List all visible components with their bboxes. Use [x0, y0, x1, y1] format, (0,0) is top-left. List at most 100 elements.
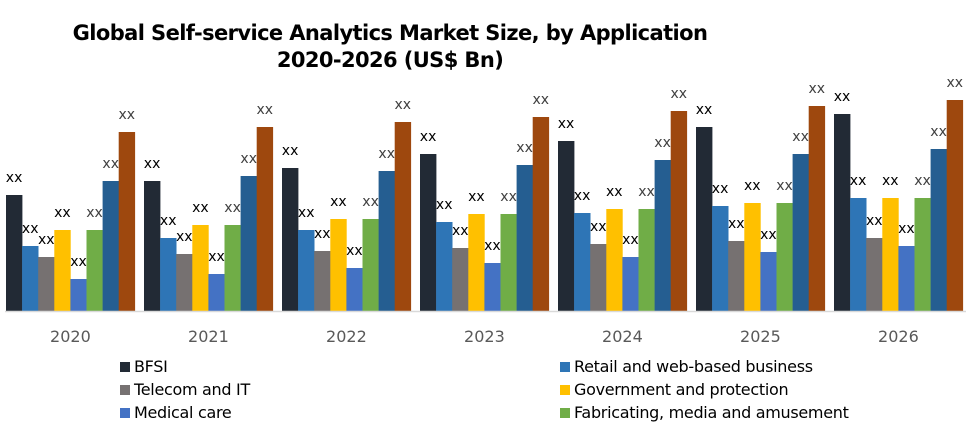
value-label: xx	[930, 124, 947, 140]
value-label: xx	[606, 184, 623, 200]
bars-layer	[6, 100, 964, 311]
legend-label: Government and protection	[574, 380, 789, 399]
legend-swatch	[560, 361, 570, 372]
bar-2025-fabricating-media-and-amusement	[776, 203, 793, 311]
bar-2025-bfsi	[696, 127, 713, 311]
value-label: xx	[436, 197, 453, 213]
bar-2020-fabricating-media-and-amusement	[86, 230, 103, 311]
legend-swatch	[120, 384, 130, 395]
bar-2024-retail-and-web-based-business	[574, 213, 591, 311]
value-label: xx	[792, 129, 809, 145]
x-tick-label: 2024	[602, 327, 643, 346]
bar-2023-government-and-protection	[468, 214, 485, 311]
value-label: xx	[452, 223, 469, 239]
bar-2022-retail-and-web-based-business	[298, 230, 315, 311]
value-label: xx	[947, 75, 964, 91]
bar-2021-bfsi	[144, 181, 161, 311]
value-label: xx	[533, 92, 550, 108]
bar-2024-government-and-protection	[606, 209, 623, 311]
value-label: xx	[54, 205, 71, 221]
value-label: xx	[728, 216, 745, 232]
bar-2025-series-7	[792, 154, 809, 311]
bar-2025-government-and-protection	[744, 203, 761, 311]
value-label: xx	[119, 107, 136, 123]
value-label: xx	[671, 86, 688, 102]
bar-2022-fabricating-media-and-amusement	[362, 219, 379, 311]
bar-chart: xxxxxxxxxxxxxxxxxxxxxxxxxxxxxxxxxxxxxxxx…	[5, 75, 966, 346]
value-label: xx	[590, 219, 607, 235]
x-tick-label: 2026	[878, 327, 919, 346]
bar-2020-medical-care	[70, 279, 87, 311]
bar-2026-fabricating-media-and-amusement	[914, 198, 931, 311]
value-label: xx	[102, 156, 119, 172]
legend-swatch	[120, 361, 130, 372]
chart-subtitle: 2020-2026 (US$ Bn)	[276, 48, 504, 72]
x-tick-label: 2022	[326, 327, 367, 346]
value-label: xx	[898, 221, 915, 237]
value-label: xx	[776, 178, 793, 194]
value-label: xx	[224, 200, 241, 216]
value-label: xx	[654, 135, 671, 151]
value-label: xx	[176, 229, 193, 245]
value-label: xx	[282, 143, 299, 159]
value-label: xx	[744, 178, 761, 194]
value-label: xx	[484, 238, 501, 254]
value-label: xx	[346, 243, 363, 259]
x-tick-label: 2020	[50, 327, 91, 346]
bar-2020-telecom-and-it	[38, 257, 55, 311]
value-label: xx	[362, 194, 379, 210]
value-label: xx	[257, 102, 274, 118]
value-label: xx	[240, 151, 257, 167]
x-tick-labels: 2020 2021 2022 2023 2024 2025 2026	[50, 327, 919, 346]
legend-item-telecom-and-it: Telecom and IT	[120, 380, 250, 399]
value-label: xx	[208, 249, 225, 265]
value-label: xx	[834, 89, 851, 105]
legend-swatch	[120, 407, 130, 418]
bar-2021-telecom-and-it	[176, 254, 193, 311]
bar-2024-medical-care	[622, 257, 639, 311]
x-tick-label: 2025	[740, 327, 781, 346]
bar-2024-series-7	[654, 160, 671, 311]
legend-label: Telecom and IT	[134, 380, 250, 399]
bar-2024-bfsi	[558, 141, 575, 311]
value-label: xx	[558, 116, 575, 132]
bar-2021-series-7	[240, 176, 257, 311]
legend-swatch	[560, 407, 570, 418]
legend: BFSI Retail and web-based business Telecom…	[0, 357, 968, 429]
bar-2022-bfsi	[282, 168, 299, 311]
x-tick-label: 2021	[188, 327, 229, 346]
bar-2026-retail-and-web-based-business	[850, 198, 867, 311]
bar-2022-medical-care	[346, 268, 363, 311]
value-label: xx	[638, 184, 655, 200]
bar-2022-series-7	[378, 171, 395, 311]
bar-2022-series-8	[394, 122, 412, 311]
value-label: xx	[809, 81, 826, 97]
bar-2023-series-8	[532, 117, 550, 311]
bar-2024-series-8	[670, 111, 688, 311]
value-label: xx	[760, 227, 777, 243]
value-label: xx	[144, 156, 161, 172]
value-label: xx	[420, 129, 437, 145]
value-label: xx	[70, 254, 87, 270]
bar-2023-medical-care	[484, 263, 501, 311]
bar-2025-telecom-and-it	[728, 241, 745, 311]
value-labels-layer: xxxxxxxxxxxxxxxxxxxxxxxxxxxxxxxxxxxxxxxx…	[6, 75, 963, 270]
bar-2026-bfsi	[834, 114, 851, 311]
bar-2021-retail-and-web-based-business	[160, 238, 177, 311]
bar-2021-fabricating-media-and-amusement	[224, 225, 241, 311]
chart-title-line1: Global Self-service Analytics Market Siz…	[72, 21, 708, 45]
legend-item-fabricating-media-and-amusement: Fabricating, media and amusement	[560, 403, 849, 422]
legend-swatch	[560, 384, 570, 395]
value-label: xx	[160, 213, 177, 229]
bar-2023-bfsi	[420, 154, 437, 311]
value-label: xx	[298, 205, 315, 221]
bar-2021-government-and-protection	[192, 225, 209, 311]
value-label: xx	[866, 213, 883, 229]
bar-2020-government-and-protection	[54, 230, 71, 311]
bar-2020-series-7	[102, 181, 119, 311]
bar-2024-telecom-and-it	[590, 244, 607, 311]
x-tick-label: 2023	[464, 327, 505, 346]
bar-2023-fabricating-media-and-amusement	[500, 214, 517, 311]
bar-2023-series-7	[516, 165, 533, 311]
legend-item-retail-and-web-based-business: Retail and web-based business	[560, 357, 813, 376]
